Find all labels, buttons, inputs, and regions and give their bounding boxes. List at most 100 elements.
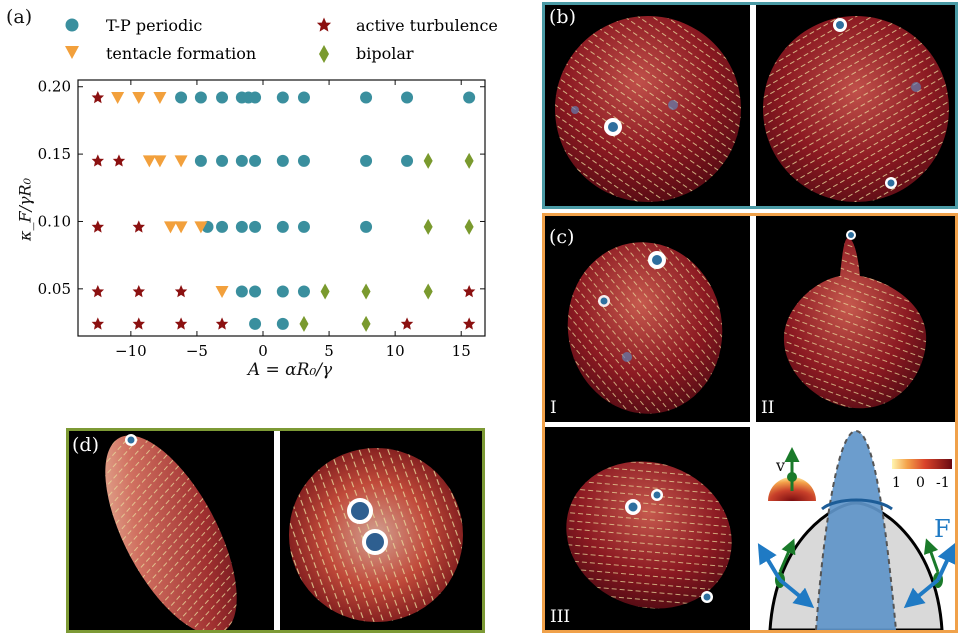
data-point-circle [360,91,373,104]
colorbar-tick-neg1: -1 [936,475,950,491]
data-point-diamond [299,315,309,332]
panel-c-view-I [545,216,750,422]
data-point-circle [276,154,289,167]
data-point-circle [360,154,373,167]
data-point-circle [297,220,310,233]
data-point-circle [216,220,229,233]
y-axis-label: κ_F/γR₀ [15,178,35,242]
panel-c-schematic: v 1 0 -1 F [756,427,956,632]
x-tick-label: 5 [324,342,334,360]
plot-frame [77,79,486,337]
data-point-circle [175,91,188,104]
data-point-triangle-down [164,221,177,234]
data-point-circle [216,154,229,167]
panel-label-b: (b) [549,6,576,28]
data-point-diamond [361,315,371,332]
data-point-triangle-down [142,155,156,168]
legend-item-bipolar: bipolar [319,44,414,63]
data-point-circle [276,285,289,298]
data-point-star [400,317,414,330]
legend-label-turbulence: active turbulence [356,16,498,35]
data-point-circle [194,154,207,167]
data-point-star [174,317,188,330]
data-point-diamond [361,283,371,300]
x-tick-label: 15 [452,342,471,360]
panel-c-view-II [756,216,955,422]
legend-item-turbulence: active turbulence [316,16,498,35]
force-label: F [934,515,951,543]
legend-marker-tentacle [65,46,79,59]
data-point-star [132,220,145,233]
panel-c-view-III [545,427,750,630]
phase-diagram-chart: −10 −5 0 5 10 15 0.05 0.10 0.15 0.20 [0,70,500,390]
data-point-star [132,317,145,330]
schematic-svg: v 1 0 -1 F [757,429,956,632]
panel-d-frame [66,428,485,633]
legend-marker-bipolar [319,45,329,63]
y-tick-label: 0.10 [38,212,71,230]
data-point-circle [249,285,262,298]
x-tick-label: −5 [186,342,208,360]
data-point-circle [249,154,262,167]
data-point-circle [249,91,262,104]
panel-c-frame [542,213,958,633]
data-point-circle [235,154,248,167]
tentacle-vesicle-III [566,461,732,609]
force-arrow [757,543,782,582]
data-point-circle [276,91,289,104]
legend-item-tentacle: tentacle formation [65,44,256,63]
data-point-star [91,317,105,330]
data-point-diamond [423,218,433,235]
data-point-circle [235,220,248,233]
colorbar-tick-1: 1 [892,475,901,491]
data-point-circle [235,285,248,298]
data-point-diamond [464,152,474,169]
colorbar-tick-0: 0 [916,475,925,491]
data-point-star [91,154,105,167]
chart-axes: −10 −5 0 5 10 15 0.05 0.10 0.15 0.20 [38,78,486,360]
panel-d-right-view [280,431,482,630]
y-tick-label: 0.20 [38,78,71,96]
legend-marker-turbulence [316,17,332,32]
data-point-diamond [423,283,433,300]
data-point-triangle-down [153,92,167,105]
data-point-circle [249,317,262,330]
data-point-circle [249,220,262,233]
tentacle-shape [816,431,896,630]
data-point-circle [216,91,229,104]
data-point-circle [276,317,289,330]
data-point-diamond [423,152,433,169]
periodic-vesicle-right [763,16,949,202]
legend: T-P periodic active turbulence tentacle … [56,10,526,70]
data-point-triangle-down [174,155,188,168]
x-tick-label: 10 [386,342,405,360]
panel-d-left-view [69,431,274,630]
data-point-circle [297,91,310,104]
legend-label-bipolar: bipolar [356,44,414,63]
data-point-star [215,317,229,330]
panel-c-sublabel-I: I [550,398,557,418]
chart-svg: −10 −5 0 5 10 15 0.05 0.10 0.15 0.20 [38,78,486,360]
x-tick-label: 0 [258,342,268,360]
colorbar [892,459,952,469]
data-point-star [112,154,126,167]
data-point-star [462,317,476,330]
data-point-diamond [320,283,330,300]
data-point-star [91,285,105,298]
data-point-star [174,285,188,298]
bipolar-vesicle-left [105,434,237,630]
y-tick-label: 0.05 [38,280,71,298]
bipolar-vesicle-right [289,448,463,622]
data-point-star [132,285,145,298]
data-point-circle [297,154,310,167]
panel-label-c: (c) [549,226,575,248]
data-point-triangle-down [132,92,146,105]
data-point-circle [401,154,414,167]
data-point-triangle-down [153,155,167,168]
data-point-diamond [464,218,474,235]
chart-marks [91,91,476,332]
data-point-circle [276,220,289,233]
data-point-circle [360,220,373,233]
panel-c-sublabel-III: III [550,607,571,627]
data-point-triangle-down [174,221,188,234]
